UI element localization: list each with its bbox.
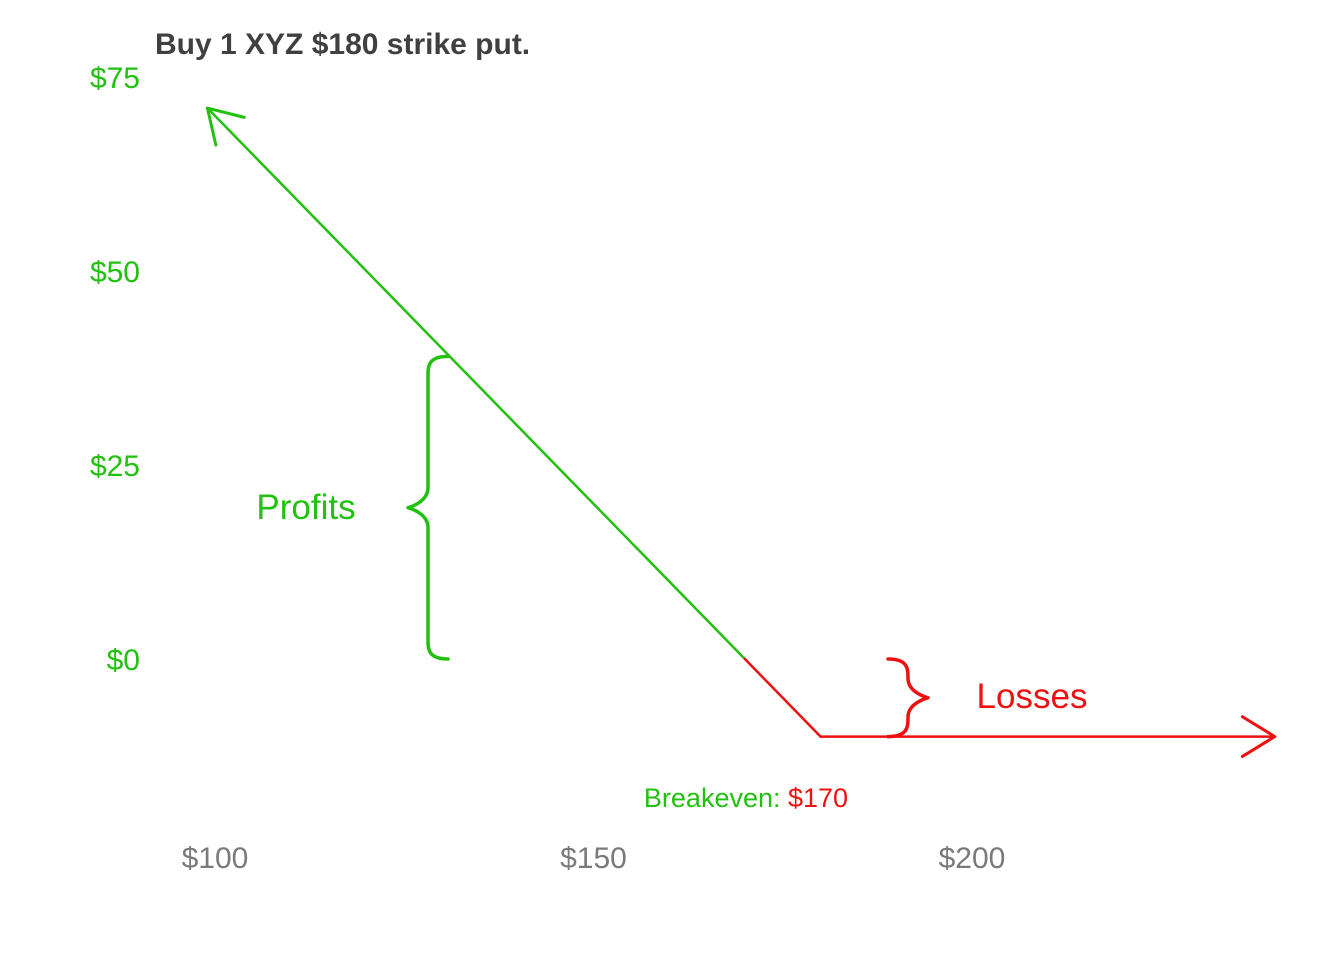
profits-brace bbox=[406, 354, 450, 661]
profits-label: Profits bbox=[256, 488, 355, 527]
y-tick-label-0: $0 bbox=[107, 644, 140, 677]
left-arrowhead bbox=[205, 106, 246, 147]
breakeven-value: $170 bbox=[788, 783, 848, 813]
x-axis-ticks: $100 $150 $200 bbox=[182, 842, 1006, 875]
arrowheads bbox=[205, 106, 1277, 758]
payoff-segment-2 bbox=[743, 657, 822, 738]
payoff-segment-0 bbox=[206, 106, 444, 350]
payoff-series bbox=[206, 106, 1277, 738]
payoff-segment-1 bbox=[440, 347, 747, 661]
losses-brace bbox=[886, 657, 930, 739]
x-tick-label-2: $200 bbox=[939, 842, 1006, 875]
chart-title: Buy 1 XYZ $180 strike put. bbox=[155, 28, 530, 61]
breakeven-prefix: Breakeven: bbox=[644, 783, 788, 813]
y-tick-label-2: $50 bbox=[90, 256, 140, 289]
x-tick-label-0: $100 bbox=[182, 842, 249, 875]
breakeven-label: Breakeven: $170 bbox=[644, 783, 848, 813]
x-tick-label-1: $150 bbox=[560, 842, 627, 875]
losses-label: Losses bbox=[977, 677, 1088, 716]
y-axis-ticks: $0 $25 $50 $75 bbox=[90, 62, 140, 677]
y-tick-label-1: $25 bbox=[90, 450, 140, 483]
y-tick-label-3: $75 bbox=[90, 62, 140, 95]
right-arrowhead bbox=[1240, 715, 1277, 758]
